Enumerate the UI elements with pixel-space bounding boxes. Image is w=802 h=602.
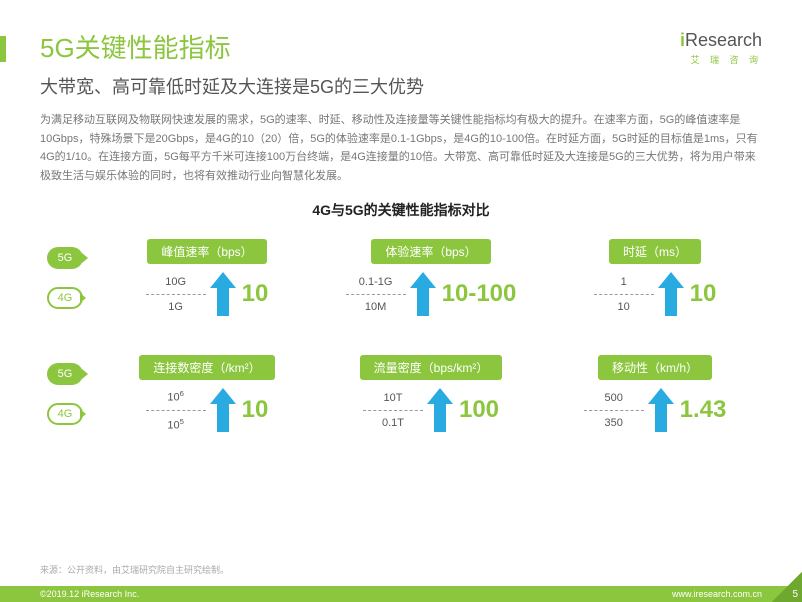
metric-body: 10G 1G 10 bbox=[146, 272, 269, 316]
value-divider bbox=[363, 410, 423, 411]
metric-header: 峰值速率（bps） bbox=[147, 239, 266, 264]
body-paragraph: 为满足移动互联网及物联网快速发展的需求，5G的速率、时延、移动性及连接量等关键性… bbox=[40, 111, 762, 186]
up-arrow-icon bbox=[210, 388, 236, 432]
metric-user-rate: 体验速率（bps） 0.1-1G 10M 10-100 bbox=[324, 239, 538, 316]
value-4g: 350 bbox=[604, 417, 622, 429]
value-4g: 105 bbox=[167, 417, 184, 432]
multiplier: 100 bbox=[459, 396, 499, 424]
label-4g: 4G bbox=[47, 287, 83, 309]
metric-values: 106 105 bbox=[146, 389, 206, 431]
metric-header: 流量密度（bps/km²） bbox=[360, 355, 503, 380]
footer-bar: ©2019.12 iResearch Inc. www.iresearch.co… bbox=[0, 586, 802, 602]
up-arrow-icon bbox=[410, 272, 436, 316]
up-arrow-icon bbox=[427, 388, 453, 432]
brand-rest: Research bbox=[685, 30, 762, 50]
metric-values: 10T 0.1T bbox=[363, 392, 423, 429]
arrow-wrap bbox=[427, 388, 453, 432]
brand-name: iResearch bbox=[680, 30, 762, 51]
label-4g: 4G bbox=[47, 403, 83, 425]
arrow-wrap bbox=[648, 388, 674, 432]
page-number: 5 bbox=[792, 589, 798, 600]
value-5g: 10T bbox=[383, 392, 402, 404]
multiplier: 10 bbox=[242, 280, 269, 308]
row-labels: 5G 4G bbox=[40, 234, 90, 322]
metric-values: 500 350 bbox=[584, 392, 644, 429]
page-title: 5G关键性能指标 bbox=[40, 28, 762, 65]
metric-values: 0.1-1G 10M bbox=[346, 276, 406, 313]
metric-body: 1 10 10 bbox=[594, 272, 717, 316]
metric-peak-rate: 峰值速率（bps） 10G 1G 10 bbox=[100, 239, 314, 316]
metric-header: 移动性（km/h） bbox=[598, 355, 712, 380]
row-labels: 5G 4G bbox=[40, 350, 90, 438]
value-divider bbox=[146, 410, 206, 411]
value-4g: 1G bbox=[168, 301, 183, 313]
value-5g: 500 bbox=[604, 392, 622, 404]
arrow-wrap bbox=[410, 272, 436, 316]
value-4g: 10 bbox=[618, 301, 630, 313]
metric-values: 10G 1G bbox=[146, 276, 206, 313]
chart-title: 4G与5G的关键性能指标对比 bbox=[40, 200, 762, 220]
page-subtitle: 大带宽、高可靠低时延及大连接是5G的三大优势 bbox=[40, 73, 762, 99]
value-divider bbox=[346, 294, 406, 295]
footer-url: www.iresearch.com.cn bbox=[672, 589, 762, 599]
value-divider bbox=[594, 294, 654, 295]
metric-header: 连接数密度（/km²） bbox=[139, 355, 274, 380]
up-arrow-icon bbox=[210, 272, 236, 316]
value-5g: 106 bbox=[167, 389, 184, 404]
metric-conn-density: 连接数密度（/km²） 106 105 10 bbox=[100, 355, 314, 432]
brand-logo: iResearch 艾 瑞 咨 询 bbox=[680, 30, 762, 66]
metrics-grid: 5G 4G 峰值速率（bps） 10G 1G 10 体验速率（bps） 0.1-… bbox=[40, 234, 762, 438]
value-5g: 0.1-1G bbox=[359, 276, 393, 288]
metric-body: 0.1-1G 10M 10-100 bbox=[346, 272, 517, 316]
value-4g: 0.1T bbox=[382, 417, 404, 429]
metric-header: 时延（ms） bbox=[609, 239, 701, 264]
source-note: 来源：公开资料，由艾瑞研究院自主研究绘制。 bbox=[40, 563, 229, 576]
arrow-wrap bbox=[210, 272, 236, 316]
multiplier: 1.43 bbox=[680, 396, 727, 424]
metric-body: 106 105 10 bbox=[146, 388, 269, 432]
brand-sub: 艾 瑞 咨 询 bbox=[680, 53, 762, 66]
metric-values: 1 10 bbox=[594, 276, 654, 313]
metric-traffic-density: 流量密度（bps/km²） 10T 0.1T 100 bbox=[324, 355, 538, 432]
value-5g: 1 bbox=[621, 276, 627, 288]
arrow-wrap bbox=[658, 272, 684, 316]
multiplier: 10 bbox=[690, 280, 717, 308]
value-4g: 10M bbox=[365, 301, 386, 313]
metric-body: 500 350 1.43 bbox=[584, 388, 727, 432]
copyright: ©2019.12 iResearch Inc. bbox=[40, 589, 139, 599]
multiplier: 10 bbox=[242, 396, 269, 424]
metric-body: 10T 0.1T 100 bbox=[363, 388, 499, 432]
page-number-corner: 5 bbox=[772, 572, 802, 602]
metric-latency: 时延（ms） 1 10 10 bbox=[548, 239, 762, 316]
metric-mobility: 移动性（km/h） 500 350 1.43 bbox=[548, 355, 762, 432]
up-arrow-icon bbox=[648, 388, 674, 432]
accent-bar bbox=[0, 36, 6, 62]
value-divider bbox=[146, 294, 206, 295]
label-5g: 5G bbox=[47, 363, 83, 385]
metric-header: 体验速率（bps） bbox=[371, 239, 490, 264]
multiplier: 10-100 bbox=[442, 280, 517, 308]
value-5g: 10G bbox=[165, 276, 186, 288]
label-5g: 5G bbox=[47, 247, 83, 269]
up-arrow-icon bbox=[658, 272, 684, 316]
value-divider bbox=[584, 410, 644, 411]
arrow-wrap bbox=[210, 388, 236, 432]
